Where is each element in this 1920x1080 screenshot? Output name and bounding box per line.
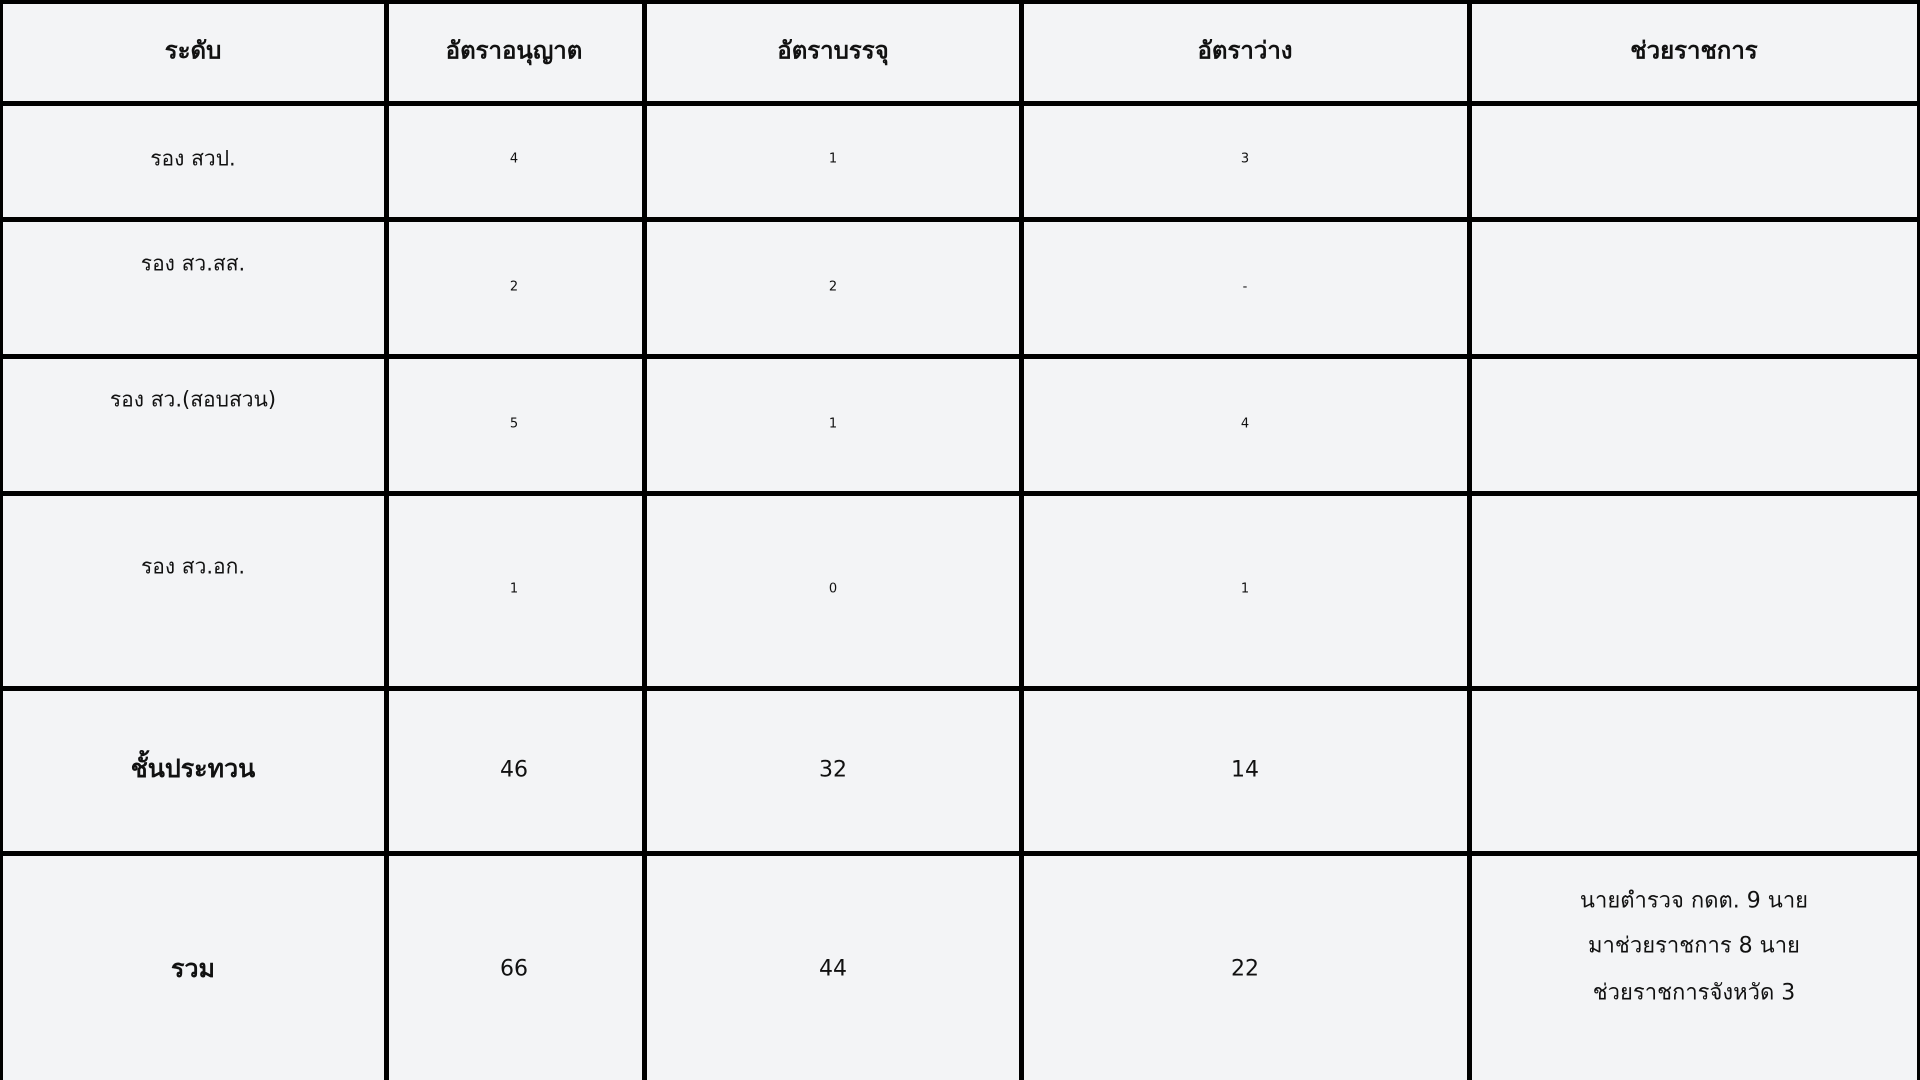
- table-cell: [1472, 691, 1917, 851]
- row-label: รอง สว.อก.: [140, 554, 246, 579]
- table-cell: [1024, 496, 1467, 686]
- table-cell: [3, 106, 384, 217]
- cell-allowed: 66: [500, 956, 528, 982]
- column-header: อัตราอนุญาต: [445, 36, 583, 65]
- cell-vacant: -: [1242, 279, 1248, 295]
- table-cell: [389, 856, 642, 1080]
- column-header: ช่วยราชการ: [1630, 36, 1758, 65]
- cell-filled: 44: [819, 956, 847, 982]
- table-cell: [1024, 106, 1467, 217]
- cell-filled: 2: [828, 279, 838, 295]
- table-cell: [647, 222, 1019, 354]
- assist-note: มาช่วยราชการ 8 นาย: [1588, 933, 1800, 959]
- table-cell: [647, 496, 1019, 686]
- header-cell: [3, 4, 384, 101]
- table-cell: [1024, 359, 1467, 491]
- cell-allowed: 2: [509, 279, 519, 295]
- cell-allowed: 5: [509, 416, 519, 432]
- cell-allowed: 1: [509, 581, 519, 597]
- column-header: ระดับ: [164, 36, 222, 65]
- row-label: รวม: [171, 954, 215, 983]
- table-cell: [3, 496, 384, 686]
- table-cell: [647, 691, 1019, 851]
- cell-allowed: 46: [500, 757, 528, 783]
- cell-vacant: 3: [1240, 151, 1250, 167]
- table-cell: [1024, 856, 1467, 1080]
- cell-vacant: 4: [1240, 416, 1250, 432]
- table-cell: [1472, 106, 1917, 217]
- table-cell: [389, 106, 642, 217]
- row-label: รอง สว.(สอบสวน): [109, 387, 277, 412]
- table-cell: [389, 691, 642, 851]
- table-cell: [1472, 496, 1917, 686]
- column-header: อัตราบรรจุ: [777, 36, 889, 65]
- cell-filled: 32: [819, 757, 847, 783]
- table-cell: [389, 222, 642, 354]
- table-cell: [3, 691, 384, 851]
- cell-filled: 0: [828, 581, 838, 597]
- header-cell: [1024, 4, 1467, 101]
- table-cell: [3, 359, 384, 491]
- cell-vacant: 14: [1231, 757, 1259, 783]
- table-cell: [647, 359, 1019, 491]
- table-cell: [1472, 856, 1917, 1080]
- cell-filled: 1: [828, 151, 838, 167]
- header-cell: [389, 4, 642, 101]
- table-cell: [3, 222, 384, 354]
- header-cell: [1472, 4, 1917, 101]
- table-cell: [1024, 691, 1467, 851]
- row-label: รอง สว.สส.: [140, 251, 246, 276]
- assist-note: ช่วยราชการจังหวัด 3: [1592, 980, 1796, 1006]
- table-cell: [1472, 222, 1917, 354]
- cell-vacant: 1: [1240, 581, 1250, 597]
- table-cell: [647, 856, 1019, 1080]
- cell-vacant: 22: [1231, 956, 1259, 982]
- row-label: ชั้นประทวน: [130, 754, 256, 783]
- table-cell: [389, 359, 642, 491]
- table-cell: [1024, 222, 1467, 354]
- header-cell: [647, 4, 1019, 101]
- cell-allowed: 4: [509, 151, 519, 167]
- table-cell: [3, 856, 384, 1080]
- table-cell: [647, 106, 1019, 217]
- column-header: อัตราว่าง: [1197, 36, 1293, 65]
- table-cell: [1472, 359, 1917, 491]
- table-cell: [389, 496, 642, 686]
- row-label: รอง สวป.: [150, 146, 236, 171]
- cell-filled: 1: [828, 416, 838, 432]
- assist-note: นายตำรวจ กดต. 9 นาย: [1579, 888, 1809, 914]
